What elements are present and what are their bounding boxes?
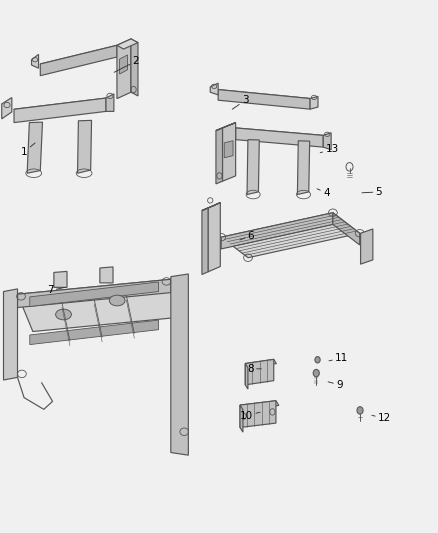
Polygon shape [30,320,159,345]
Polygon shape [236,128,323,147]
Text: 8: 8 [247,364,261,374]
Polygon shape [221,213,333,249]
Polygon shape [360,229,373,264]
Polygon shape [247,140,259,195]
Polygon shape [216,123,236,131]
Text: 9: 9 [328,380,343,390]
Text: 1: 1 [21,143,35,157]
Polygon shape [216,128,223,184]
Ellipse shape [357,407,363,414]
Polygon shape [40,45,117,76]
Polygon shape [4,289,18,380]
Polygon shape [131,39,138,96]
Text: 12: 12 [372,414,391,423]
Polygon shape [310,96,318,109]
Text: 5: 5 [362,187,382,197]
Text: 3: 3 [232,95,249,109]
Polygon shape [100,267,113,283]
Polygon shape [18,279,171,308]
Text: 10: 10 [240,411,260,421]
Text: 6: 6 [240,231,254,240]
Polygon shape [221,213,360,257]
Polygon shape [297,141,310,195]
Polygon shape [14,98,106,123]
Polygon shape [40,45,123,70]
Polygon shape [54,271,67,287]
Polygon shape [223,123,236,181]
Polygon shape [18,279,186,332]
Polygon shape [30,282,159,306]
Polygon shape [245,359,276,368]
Polygon shape [78,120,92,173]
Polygon shape [240,401,276,427]
Polygon shape [202,203,220,211]
Polygon shape [224,141,233,158]
Ellipse shape [109,295,125,306]
Polygon shape [106,94,114,111]
Ellipse shape [313,369,319,377]
Ellipse shape [315,357,320,363]
Polygon shape [240,401,279,410]
Polygon shape [171,274,188,455]
Polygon shape [245,359,274,385]
Polygon shape [333,213,360,245]
Polygon shape [171,279,186,330]
Polygon shape [240,405,243,432]
Text: 4: 4 [317,188,330,198]
Polygon shape [323,133,331,150]
Polygon shape [117,39,131,99]
Text: 7: 7 [47,286,65,295]
Polygon shape [210,83,218,95]
Polygon shape [2,98,12,119]
Polygon shape [202,208,208,274]
Polygon shape [245,364,248,389]
Polygon shape [27,122,42,173]
Polygon shape [120,55,127,74]
Polygon shape [117,39,138,49]
Polygon shape [236,128,329,141]
Polygon shape [32,54,39,68]
Text: 11: 11 [329,353,348,363]
Ellipse shape [56,309,71,320]
Polygon shape [208,203,220,272]
Text: 2: 2 [114,56,139,72]
Text: 13: 13 [320,144,339,154]
Polygon shape [218,90,310,109]
Polygon shape [218,90,316,104]
Polygon shape [14,98,110,111]
